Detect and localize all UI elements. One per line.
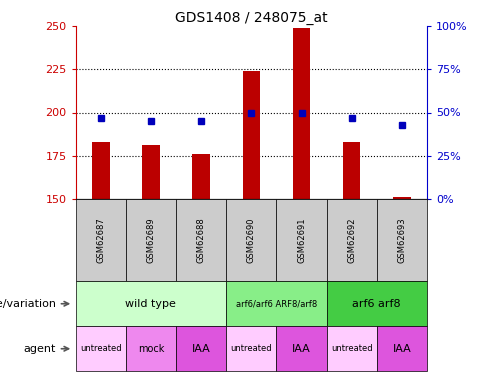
Text: GSM62692: GSM62692: [347, 217, 356, 263]
Bar: [293, 28, 310, 199]
Bar: [176, 199, 226, 281]
Text: untreated: untreated: [331, 344, 372, 353]
Bar: [276, 326, 326, 371]
Bar: [243, 71, 260, 199]
Bar: [76, 199, 126, 281]
Bar: [226, 199, 276, 281]
Bar: [276, 199, 326, 281]
Bar: [76, 326, 126, 371]
Text: untreated: untreated: [230, 344, 272, 353]
Bar: [343, 142, 361, 199]
Text: mock: mock: [138, 344, 164, 354]
Text: GSM62690: GSM62690: [247, 217, 256, 263]
Bar: [126, 326, 176, 371]
Text: IAA: IAA: [392, 344, 411, 354]
Title: GDS1408 / 248075_at: GDS1408 / 248075_at: [175, 11, 327, 25]
Text: untreated: untreated: [80, 344, 122, 353]
Bar: [377, 199, 427, 281]
Bar: [326, 326, 377, 371]
Text: GSM62691: GSM62691: [297, 217, 306, 263]
Bar: [377, 326, 427, 371]
Bar: [226, 326, 276, 371]
Text: GSM62689: GSM62689: [146, 217, 156, 263]
Bar: [126, 199, 176, 281]
Text: GSM62693: GSM62693: [397, 217, 407, 263]
Text: GSM62688: GSM62688: [197, 217, 205, 263]
Text: wild type: wild type: [125, 299, 176, 309]
Text: arf6/arf6 ARF8/arf8: arf6/arf6 ARF8/arf8: [236, 299, 317, 308]
Bar: [176, 326, 226, 371]
Bar: [92, 142, 109, 199]
Text: agent: agent: [24, 344, 56, 354]
Text: arf6 arf8: arf6 arf8: [352, 299, 401, 309]
Bar: [326, 199, 377, 281]
Bar: [192, 154, 210, 199]
Bar: [142, 145, 160, 199]
Bar: [76, 281, 226, 326]
Bar: [393, 197, 411, 199]
Bar: [326, 281, 427, 326]
Bar: [226, 281, 326, 326]
Text: genotype/variation: genotype/variation: [0, 299, 56, 309]
Text: GSM62687: GSM62687: [96, 217, 105, 263]
Text: IAA: IAA: [192, 344, 210, 354]
Text: IAA: IAA: [292, 344, 311, 354]
